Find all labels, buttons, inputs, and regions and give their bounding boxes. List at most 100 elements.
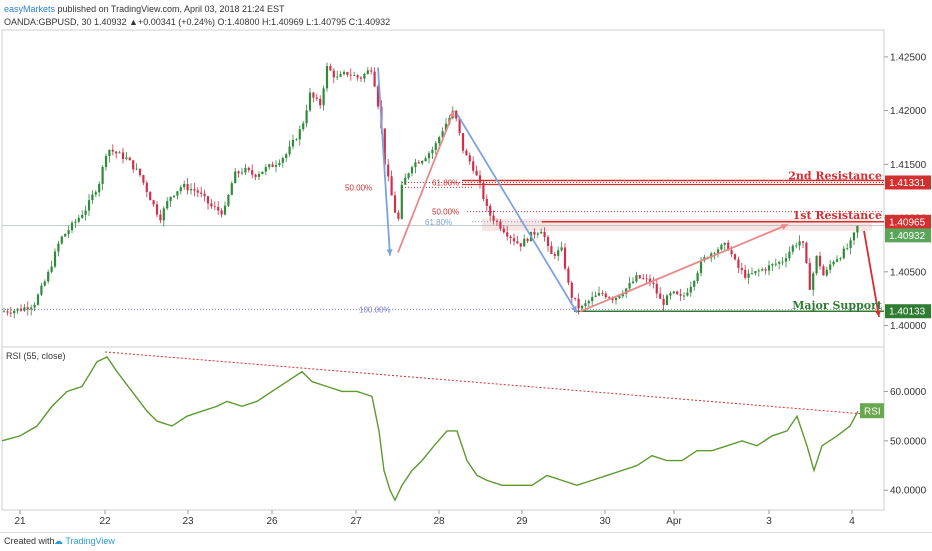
x-tick-label: 21 (14, 516, 26, 527)
candle-body (614, 298, 618, 301)
candle-body (611, 298, 614, 301)
candle-body (546, 237, 550, 247)
candle-body (390, 176, 393, 196)
symbol-line: OANDA:GBPUSD, 30 1.40932 ▲+0.00341 (+0.2… (4, 17, 391, 27)
tradingview-logo[interactable]: ☁ TradingView (54, 536, 115, 547)
candle-body (121, 152, 125, 160)
candle-body (186, 183, 189, 191)
candle-body (234, 171, 237, 184)
candle-body (13, 310, 16, 314)
candle-body (550, 246, 553, 254)
candle-body (805, 242, 808, 264)
candle-body (570, 282, 573, 298)
candle-body (210, 203, 213, 207)
candle-body (305, 110, 308, 124)
candle-body (652, 282, 655, 284)
candle-body (6, 311, 9, 313)
candle-body (254, 174, 257, 177)
rsi-tick-label: 50.0000 (890, 436, 927, 447)
tradingview-brand: TradingView (65, 536, 115, 546)
candle-body (655, 283, 658, 294)
candle-body (829, 264, 832, 270)
fib-arrow-down-2-head (571, 305, 577, 313)
candle-body (325, 66, 329, 89)
candle-body (740, 267, 743, 270)
fib-label-618-right: 61.80% (425, 218, 452, 227)
candle-body (628, 282, 631, 289)
candle-body (183, 183, 186, 188)
candle-body (213, 206, 216, 208)
candle-body (747, 273, 750, 278)
candle-body (60, 236, 63, 244)
candle-body (264, 167, 267, 172)
candle-body (332, 70, 335, 78)
major-support-tag-bg (885, 304, 931, 319)
candle-body (733, 254, 737, 260)
created-with-text: Created with (4, 536, 55, 546)
candle-body (557, 250, 560, 256)
fib-arrow-down-1 (377, 67, 391, 256)
candle-body (808, 263, 811, 290)
candle-body (159, 214, 162, 221)
candle-body (206, 196, 210, 204)
candle-body (750, 273, 754, 275)
candle-body (672, 291, 675, 294)
candle-body (767, 265, 771, 271)
candle-body (489, 206, 492, 216)
publisher-name[interactable]: easyMarkets (4, 4, 56, 14)
candle-body (302, 123, 305, 130)
candle-body (852, 232, 856, 241)
candle-body (512, 238, 516, 242)
candle-body (342, 72, 346, 75)
candle-body (444, 123, 448, 132)
candle-body (461, 133, 465, 151)
candle-body (77, 217, 80, 222)
price-tick-label: 1.41500 (890, 160, 927, 171)
fib-label-50-right: 50.00% (432, 208, 459, 217)
candle-body (193, 189, 196, 191)
candle-body (67, 230, 70, 234)
candle-body (761, 269, 764, 271)
candle-body (560, 247, 563, 251)
candle-body (366, 70, 369, 74)
candle-body (621, 293, 624, 297)
projection-arrow-head (874, 310, 881, 317)
price-tick-label: 1.42000 (890, 106, 927, 117)
rsi-tag-label: RSI (864, 407, 881, 418)
fib-arrow-up-2-head (781, 224, 788, 230)
candle-body (166, 201, 169, 209)
last-price-tag: 1.40932 (889, 231, 926, 242)
candle-body (601, 293, 604, 294)
candle-body (540, 231, 543, 234)
candle-body (716, 249, 720, 254)
candle-body (815, 255, 818, 274)
candle-body (682, 295, 686, 297)
candle-body (757, 270, 760, 272)
price-pane-frame (1, 29, 885, 348)
candle-body (36, 294, 40, 305)
major-support-annotation: Major Support (792, 299, 883, 312)
candle-body (16, 308, 19, 311)
candle-body (472, 161, 475, 171)
candle-body (812, 273, 815, 290)
price-tick-label: 1.40000 (890, 321, 927, 332)
candle-body (764, 269, 767, 271)
candle-body (370, 70, 373, 72)
candle-body (438, 137, 441, 144)
candle-body (169, 196, 172, 202)
candle-body (200, 192, 203, 194)
candle-body (713, 253, 716, 255)
chart-canvas[interactable]: 1.425001.420001.415001.410001.405001.400… (0, 0, 932, 532)
candle-body (723, 242, 726, 245)
candle-body (662, 298, 665, 305)
rsi-pane-frame (1, 346, 885, 511)
candle-body (744, 269, 747, 278)
x-tick-label: Apr (666, 516, 682, 527)
candle-body (220, 210, 223, 215)
candle-body (118, 152, 121, 154)
candle-body (339, 74, 342, 77)
candle-body (196, 190, 199, 193)
rsi-line (1, 355, 859, 502)
candle-body (519, 243, 522, 247)
candle-body (431, 149, 434, 154)
